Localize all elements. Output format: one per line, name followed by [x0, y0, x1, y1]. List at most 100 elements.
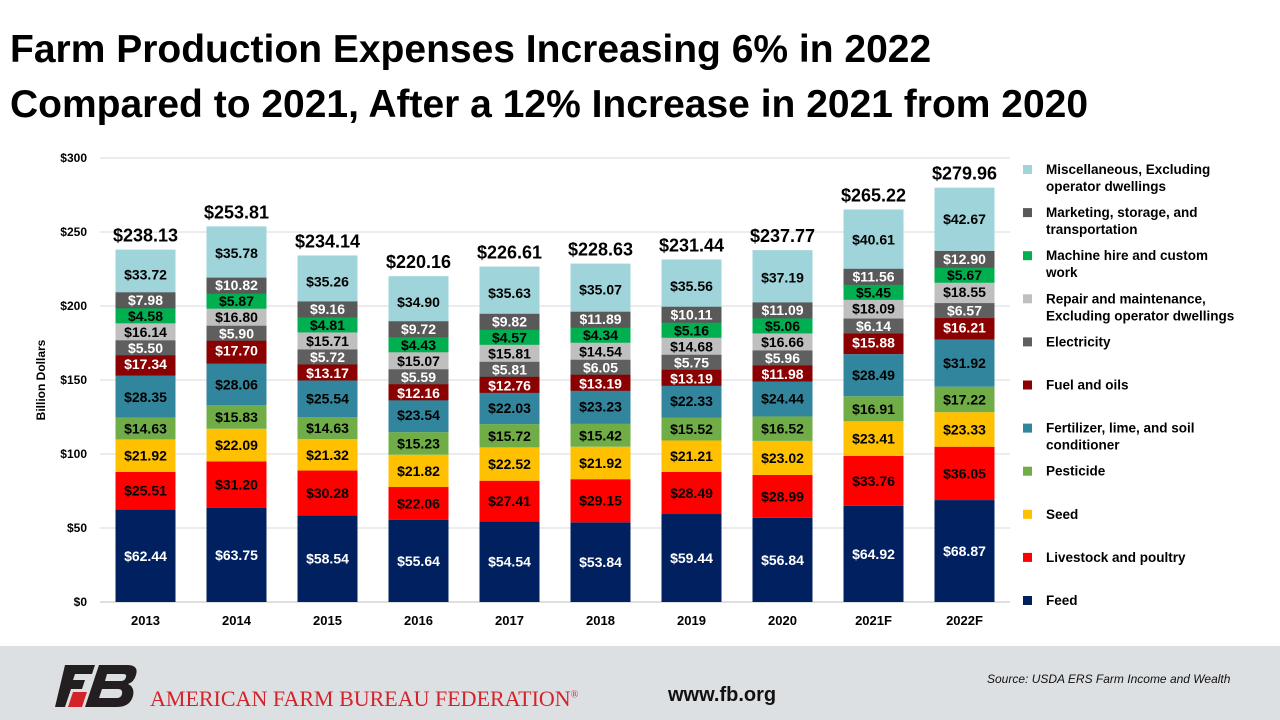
- data-label-background: [297, 551, 358, 567]
- data-label: $23.33: [943, 421, 986, 437]
- data-label-background: [115, 356, 176, 372]
- data-label-background: [843, 334, 904, 350]
- data-label-background: [297, 485, 358, 501]
- data-label-background: [934, 355, 995, 371]
- legend-swatch: [1023, 165, 1032, 174]
- data-label-background: [752, 488, 813, 504]
- data-label: $14.68: [670, 338, 713, 354]
- legend-swatch: [1023, 251, 1032, 261]
- data-label-background: [115, 448, 176, 464]
- data-label-background: [843, 318, 904, 334]
- data-label: $16.52: [761, 421, 804, 437]
- data-label: $55.64: [397, 553, 440, 569]
- data-label: $13.17: [306, 365, 349, 381]
- x-tick-label: 2014: [222, 613, 252, 628]
- legend-label: Miscellaneous, Excluding operator dwellin…: [1046, 162, 1210, 194]
- data-label: $9.82: [492, 313, 527, 329]
- data-label: $23.02: [761, 450, 804, 466]
- legend-swatch: [1023, 596, 1032, 605]
- data-label-background: [843, 401, 904, 417]
- legend-label: Pesticide: [1046, 464, 1106, 479]
- data-label: $42.67: [943, 211, 986, 227]
- data-label: $13.19: [579, 375, 622, 391]
- x-tick-label: 2020: [768, 613, 797, 628]
- data-label-background: [752, 302, 813, 318]
- data-label: $62.44: [124, 548, 167, 564]
- y-tick-label: $250: [60, 225, 87, 239]
- legend-label: Livestock and poultry: [1046, 550, 1186, 565]
- data-label-background: [479, 554, 540, 570]
- y-axis-label: Billion Dollars: [34, 339, 48, 420]
- data-label: $10.82: [215, 277, 258, 293]
- data-label: $5.96: [765, 350, 800, 366]
- data-label: $68.87: [943, 543, 986, 559]
- data-label: $25.54: [306, 390, 349, 406]
- data-label-background: [115, 389, 176, 405]
- x-tick-label: 2016: [404, 613, 433, 628]
- data-label: $30.28: [306, 485, 349, 501]
- website-url[interactable]: www.fb.org: [668, 684, 777, 706]
- data-label-background: [661, 322, 722, 338]
- data-label-background: [752, 350, 813, 366]
- legend-label: Electricity: [1046, 334, 1111, 349]
- legend-swatch: [1023, 509, 1032, 519]
- organization-name: AMERICAN FARM BUREAU FEDERATION®: [150, 686, 578, 712]
- y-tick-label: $300: [60, 151, 87, 165]
- y-tick-label: $200: [60, 299, 87, 313]
- data-label: $21.92: [579, 455, 622, 471]
- data-label: $15.81: [488, 345, 531, 361]
- data-label: $5.06: [765, 318, 800, 334]
- data-label-background: [570, 427, 631, 443]
- legend-label: Seed: [1046, 507, 1078, 522]
- y-tick-label: $150: [60, 373, 87, 387]
- total-label: $237.77: [750, 226, 815, 246]
- data-label-background: [297, 333, 358, 349]
- data-label-background: [843, 473, 904, 489]
- data-label: $28.35: [124, 389, 167, 405]
- data-label-background: [570, 359, 631, 375]
- data-label: $14.63: [306, 420, 349, 436]
- data-label: $11.89: [579, 311, 621, 327]
- data-label: $5.50: [128, 340, 163, 356]
- data-label: $17.34: [124, 356, 167, 372]
- data-label-background: [570, 327, 631, 343]
- legend-label: Fuel and oils: [1046, 378, 1129, 393]
- data-label-background: [297, 365, 358, 381]
- data-label-background: [661, 354, 722, 370]
- data-label-background: [570, 343, 631, 359]
- data-label-background: [934, 465, 995, 481]
- data-label-background: [570, 375, 631, 391]
- data-label-background: [934, 421, 995, 437]
- data-label-background: [206, 293, 267, 309]
- data-label: $15.83: [215, 409, 258, 425]
- data-label-background: [934, 303, 995, 319]
- data-label-background: [843, 367, 904, 383]
- legend-label: Machine hire and custom work: [1045, 248, 1208, 280]
- data-label: $23.54: [397, 407, 440, 423]
- data-label: $27.41: [488, 493, 531, 509]
- data-label: $15.71: [306, 333, 349, 349]
- x-tick-label: 2021F: [855, 613, 892, 628]
- data-label-background: [206, 377, 267, 393]
- data-label: $16.14: [124, 324, 167, 340]
- total-label: $279.96: [932, 164, 997, 184]
- data-label: $21.32: [306, 447, 349, 463]
- data-label: $22.33: [670, 393, 713, 409]
- title-line-1: Farm Production Expenses Increasing 6% i…: [10, 28, 932, 71]
- data-label-background: [752, 421, 813, 437]
- data-label: $22.52: [488, 456, 531, 472]
- data-label-background: [843, 268, 904, 284]
- data-label: $5.45: [856, 284, 891, 300]
- data-label: $17.22: [943, 391, 986, 407]
- data-label-background: [661, 278, 722, 294]
- data-label: $16.91: [852, 401, 895, 417]
- data-label-background: [115, 308, 176, 324]
- legend-swatch: [1023, 423, 1032, 433]
- data-label: $24.44: [761, 390, 804, 406]
- data-label: $22.03: [488, 400, 531, 416]
- data-label: $33.76: [852, 473, 895, 489]
- data-label-background: [206, 277, 267, 293]
- data-label: $5.75: [674, 354, 709, 370]
- data-label-background: [479, 400, 540, 416]
- data-label-background: [115, 483, 176, 499]
